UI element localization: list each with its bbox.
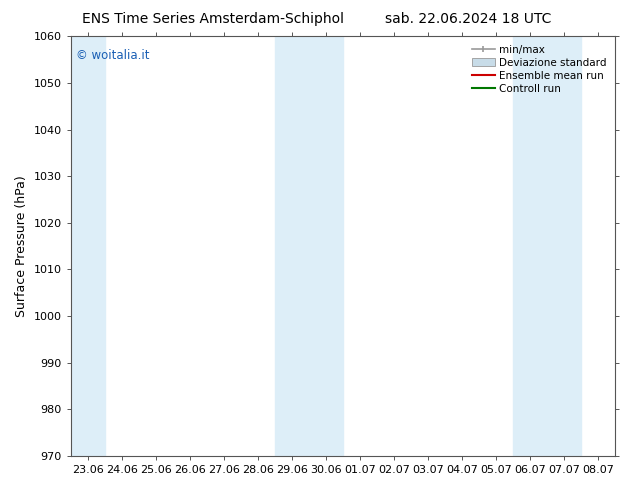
Y-axis label: Surface Pressure (hPa): Surface Pressure (hPa) (15, 175, 28, 317)
Bar (275, 36, 343, 456)
Legend: min/max, Deviazione standard, Ensemble mean run, Controll run: min/max, Deviazione standard, Ensemble m… (469, 42, 610, 97)
Bar (71, 36, 105, 456)
Bar (513, 36, 581, 456)
Text: sab. 22.06.2024 18 UTC: sab. 22.06.2024 18 UTC (385, 12, 552, 26)
Text: ENS Time Series Amsterdam-Schiphol: ENS Time Series Amsterdam-Schiphol (82, 12, 344, 26)
Text: © woitalia.it: © woitalia.it (76, 49, 150, 62)
